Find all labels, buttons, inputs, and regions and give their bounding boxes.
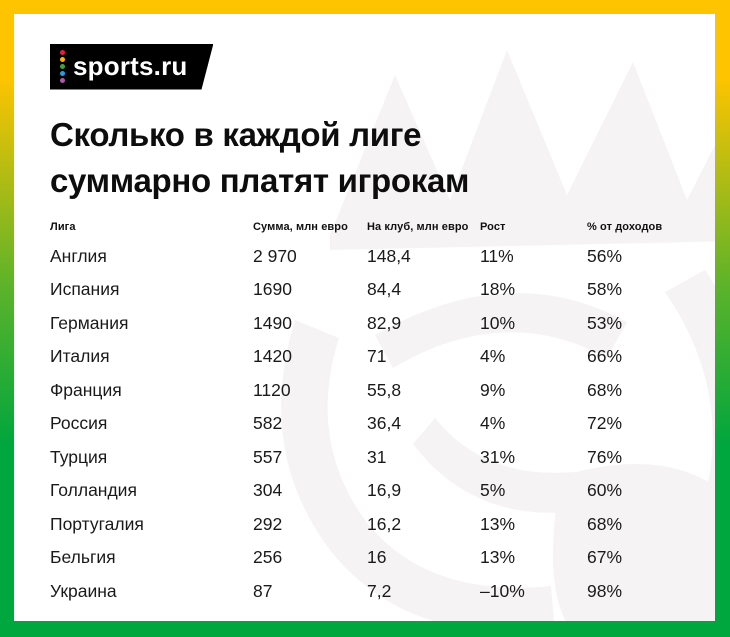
table-row: Англия 2 970 148,4 11% 56% [50,240,687,274]
table-row: Голландия 304 16,9 5% 60% [50,474,687,508]
value-cell: 10% [480,312,516,333]
value-cell: 67% [587,547,623,568]
league-cell: Россия [50,413,108,434]
league-cell: Турция [50,446,108,467]
value-cell: 1690 [253,279,292,300]
table-row: Италия 1420 71 4% 66% [50,340,687,374]
value-cell: 1490 [253,312,292,333]
column-header: На клуб, млн евро [367,220,469,233]
league-cell: Англия [50,245,107,266]
title-line-1: Сколько в каждой лиге [50,115,422,153]
column-header: % от доходов [587,220,663,233]
value-cell: 68% [587,379,623,400]
value-cell: 148,4 [367,245,411,266]
league-cell: Испания [50,279,120,300]
content-area: sports.ru Сколько в каждой лиге суммарно… [14,14,715,608]
value-cell: 13% [480,547,516,568]
column-header: Рост [480,220,506,233]
value-cell: 1120 [253,379,291,400]
sports-ru-logo: sports.ru [50,44,213,90]
value-cell: 4% [480,413,506,434]
value-cell: 292 [253,513,283,534]
sports-ru-logo-text: sports.ru [73,51,188,81]
value-cell: 18% [480,279,516,300]
value-cell: 11% [480,245,514,266]
logo-dot [60,71,65,76]
value-cell: 16,2 [367,513,402,534]
table-row: Германия 1490 82,9 10% 53% [50,307,687,341]
value-cell: 7,2 [367,580,392,601]
value-cell: 4% [480,346,506,367]
value-cell: 2 970 [253,245,297,266]
value-cell: 31% [480,446,516,467]
table-row: Испания 1690 84,4 18% 58% [50,273,687,307]
table-row: Бельгия 256 16 13% 67% [50,541,687,575]
value-cell: 582 [253,413,283,434]
value-cell: 68% [587,513,623,534]
league-cell: Бельгия [50,547,116,568]
value-cell: 9% [480,379,506,400]
title-line-2: суммарно платят игрокам [50,161,470,199]
value-cell: 76% [587,446,623,467]
sports-ru-dots-icon [60,50,65,83]
value-cell: 87 [253,580,273,601]
logo-dot [60,50,65,55]
league-cell: Франция [50,379,122,400]
value-cell: 1420 [253,346,292,367]
table-row: Франция 1120 55,8 9% 68% [50,374,687,408]
table-row: Турция 557 31 31% 76% [50,441,687,475]
value-cell: 53% [587,312,623,333]
value-cell: 16,9 [367,480,402,501]
value-cell: 98% [587,580,623,601]
logo-dot [60,78,65,83]
table-header-row: Лига Сумма, млн евро На клуб, млн евро Рост… [50,221,687,233]
league-cell: Украина [50,580,117,601]
value-cell: 5% [480,480,506,501]
value-cell: 56% [587,245,623,266]
value-cell: 256 [253,547,283,568]
infographic-card: sports.ru Сколько в каждой лиге суммарно… [14,14,715,621]
logo-dot [60,57,65,62]
value-cell: –10% [480,580,525,601]
value-cell: 72% [587,413,623,434]
value-cell: 13% [480,513,516,534]
column-header: Лига [50,220,76,233]
value-cell: 304 [253,480,283,501]
value-cell: 84,4 [367,279,402,300]
table-row: Россия 582 36,4 4% 72% [50,407,687,441]
value-cell: 36,4 [367,413,402,434]
table-row: Португалия 292 16,2 13% 68% [50,508,687,542]
value-cell: 55,8 [367,379,402,400]
value-cell: 82,9 [367,312,402,333]
table-row: Украина 87 7,2 –10% 98% [50,575,687,609]
value-cell: 71 [367,346,387,367]
league-cell: Голландия [50,480,137,501]
column-header: Сумма, млн евро [253,220,348,233]
league-cell: Германия [50,312,129,333]
value-cell: 16 [367,547,387,568]
value-cell: 60% [587,480,623,501]
infographic-title: Сколько в каждой лиге суммарно платят иг… [50,112,687,204]
logo-dot [60,64,65,69]
league-cell: Италия [50,346,110,367]
table-body: Англия 2 970 148,4 11% 56% Испания 1690 84,4 18%… [50,240,687,609]
league-payments-table: Лига Сумма, млн евро На клуб, млн евро Рост… [50,221,687,609]
value-cell: 66% [587,346,623,367]
value-cell: 58% [587,279,623,300]
value-cell: 557 [253,446,283,467]
league-cell: Португалия [50,513,144,534]
value-cell: 31 [367,446,387,467]
